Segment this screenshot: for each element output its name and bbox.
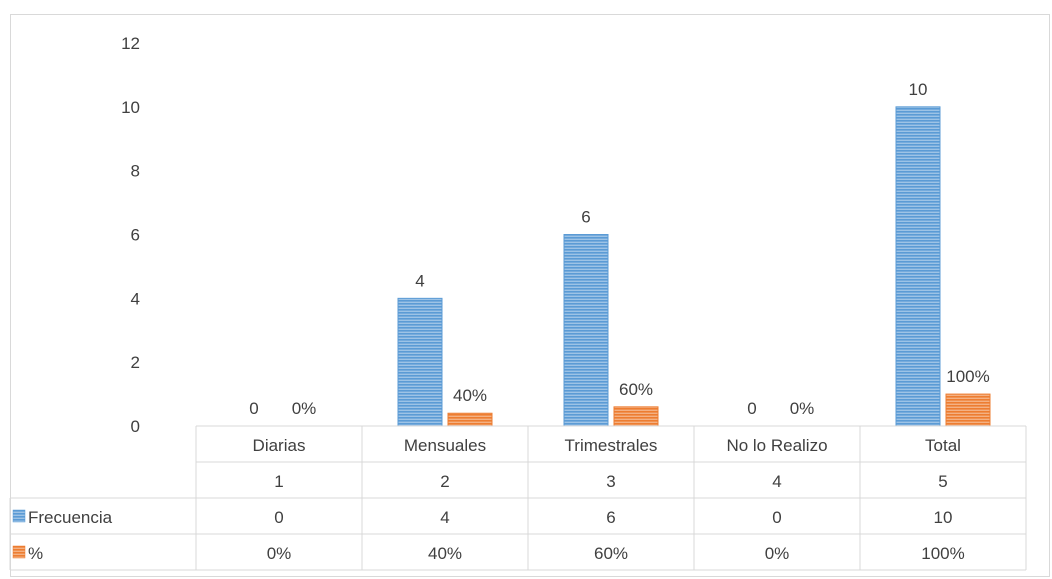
data-label: 10 (909, 80, 928, 99)
data-label: 6 (581, 208, 590, 227)
category-label: Diarias (253, 436, 306, 455)
bar-frecuencia (397, 297, 443, 427)
y-tick-label: 10 (121, 98, 140, 117)
y-axis: 0 2 4 6 8 10 12 (121, 34, 140, 436)
table-cell: 0% (267, 544, 292, 563)
y-tick-label: 2 (131, 353, 140, 372)
category-label: Trimestrales (565, 436, 658, 455)
bar-frecuencia (895, 106, 941, 427)
y-tick-label: 6 (131, 226, 140, 245)
chart-frame (10, 14, 1050, 577)
table-cell: 0 (274, 508, 283, 527)
data-label: 4 (415, 271, 424, 290)
y-tick-label: 4 (131, 289, 140, 308)
legend-label: % (28, 544, 43, 563)
table-cell: 40% (428, 544, 462, 563)
table-cell: 0% (765, 544, 790, 563)
bar-frecuencia (563, 234, 609, 427)
y-tick-label: 12 (121, 34, 140, 53)
category-label: Total (925, 436, 961, 455)
data-label: 40% (453, 386, 487, 405)
y-tick-label: 8 (131, 162, 140, 181)
data-label: 100% (946, 367, 989, 386)
table-cell: 60% (594, 544, 628, 563)
data-table: Diarias100%Mensuales2440%Trimestrales366… (9, 425, 1027, 571)
category-label: Mensuales (404, 436, 486, 455)
category-number: 4 (772, 472, 781, 491)
data-label: 60% (619, 380, 653, 399)
category-number: 2 (440, 472, 449, 491)
category-number: 3 (606, 472, 615, 491)
bar-percent (447, 412, 493, 427)
data-label: 0 (249, 399, 258, 418)
category-number: 5 (938, 472, 947, 491)
y-tick-label: 0 (131, 417, 140, 436)
category-label: No lo Realizo (726, 436, 827, 455)
legend-key (12, 545, 26, 559)
plot-area (397, 106, 991, 427)
legend-label: Frecuencia (28, 508, 113, 527)
table-cell: 4 (440, 508, 449, 527)
data-labels: 0 0% 4 40% 6 60% 0 0% 10 100% (249, 80, 989, 418)
table-cell: 0 (772, 508, 781, 527)
data-label: 0% (790, 399, 815, 418)
bar-percent (945, 393, 991, 427)
table-cell: 100% (921, 544, 964, 563)
data-label: 0 (747, 399, 756, 418)
legend-key (12, 509, 26, 523)
category-number: 1 (274, 472, 283, 491)
bar-percent (613, 406, 659, 427)
table-cell: 6 (606, 508, 615, 527)
table-cell: 10 (934, 508, 953, 527)
data-label: 0% (292, 399, 317, 418)
